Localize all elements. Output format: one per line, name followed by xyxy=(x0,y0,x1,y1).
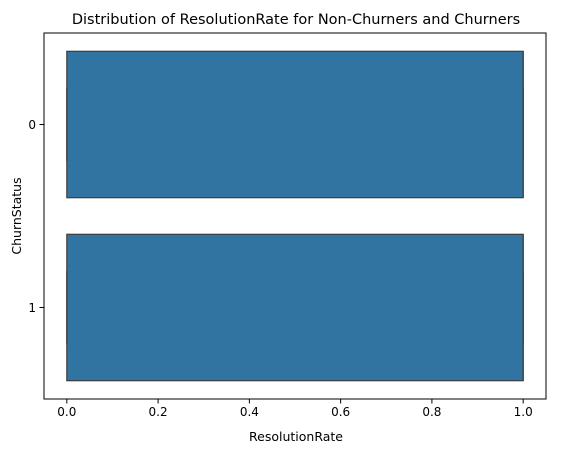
chart-title: Distribution of ResolutionRate for Non-C… xyxy=(72,12,520,28)
x-tick-label: 0.6 xyxy=(331,405,350,419)
box-group-0 xyxy=(66,50,524,199)
x-axis-label: ResolutionRate xyxy=(249,429,343,444)
x-tick-label: 0.4 xyxy=(240,405,259,419)
x-tick-label: 0.0 xyxy=(57,405,76,419)
y-axis: 01 xyxy=(28,118,44,315)
box-0 xyxy=(66,50,524,199)
x-tick-label: 0.8 xyxy=(422,405,441,419)
y-tick-label: 1 xyxy=(28,301,36,315)
x-axis: 0.0 0.2 0.4 0.6 0.8 1.0 xyxy=(57,399,533,419)
x-tick-label: 0.2 xyxy=(149,405,168,419)
box-group-1 xyxy=(66,233,524,382)
plot-area-frame xyxy=(43,32,547,400)
boxes-layer xyxy=(66,50,524,382)
box-1 xyxy=(66,233,524,382)
x-tick-label: 1.0 xyxy=(514,405,533,419)
y-tick-label: 0 xyxy=(28,118,36,132)
y-axis-label: ChurnStatus xyxy=(9,177,24,254)
